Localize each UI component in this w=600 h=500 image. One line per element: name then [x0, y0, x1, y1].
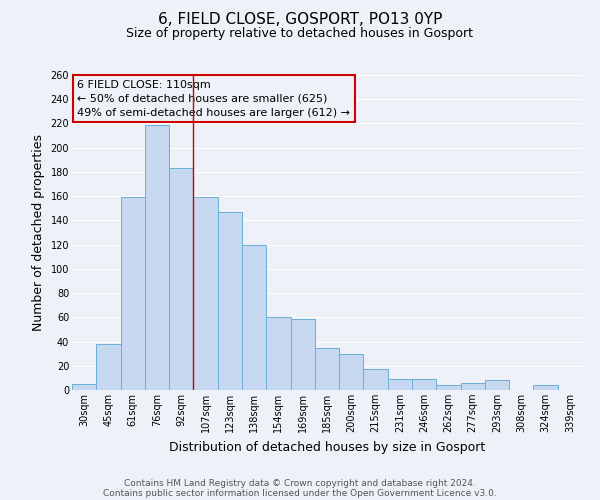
Bar	[169, 168, 193, 390]
Bar	[485, 380, 509, 390]
Bar	[290, 318, 315, 390]
Bar	[145, 124, 169, 390]
Bar	[461, 382, 485, 390]
Bar	[96, 344, 121, 390]
Bar	[388, 379, 412, 390]
Bar	[533, 385, 558, 390]
Bar	[364, 370, 388, 390]
Bar	[315, 348, 339, 390]
Bar	[242, 244, 266, 390]
Bar	[121, 198, 145, 390]
X-axis label: Distribution of detached houses by size in Gosport: Distribution of detached houses by size …	[169, 440, 485, 454]
Text: Size of property relative to detached houses in Gosport: Size of property relative to detached ho…	[127, 28, 473, 40]
Bar	[266, 318, 290, 390]
Bar	[339, 354, 364, 390]
Bar	[412, 379, 436, 390]
Bar	[72, 384, 96, 390]
Bar	[218, 212, 242, 390]
Text: 6, FIELD CLOSE, GOSPORT, PO13 0YP: 6, FIELD CLOSE, GOSPORT, PO13 0YP	[158, 12, 442, 28]
Bar	[193, 198, 218, 390]
Text: Contains HM Land Registry data © Crown copyright and database right 2024.: Contains HM Land Registry data © Crown c…	[124, 478, 476, 488]
Bar	[436, 385, 461, 390]
Text: Contains public sector information licensed under the Open Government Licence v3: Contains public sector information licen…	[103, 488, 497, 498]
Y-axis label: Number of detached properties: Number of detached properties	[32, 134, 45, 331]
Text: 6 FIELD CLOSE: 110sqm
← 50% of detached houses are smaller (625)
49% of semi-det: 6 FIELD CLOSE: 110sqm ← 50% of detached …	[77, 80, 350, 118]
